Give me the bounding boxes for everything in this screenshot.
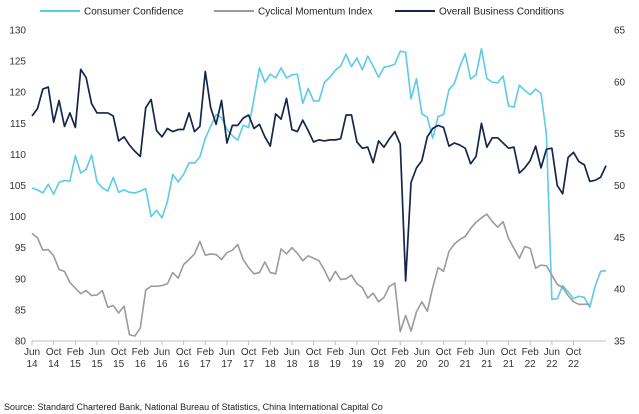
x-tick-year: 17 <box>200 359 212 370</box>
y-left-tick-label: 125 <box>9 57 26 68</box>
x-tick-month: Jun <box>479 347 495 358</box>
x-tick-year: 21 <box>503 359 515 370</box>
y-right-tick-label: 65 <box>614 26 626 37</box>
source-note: Source: Standard Chartered Bank, Nationa… <box>4 402 383 412</box>
series-line-cyclical-momentum-index <box>31 213 590 337</box>
x-tick-year: 15 <box>91 359 103 370</box>
x-axis-ticks: Jun14Oct14Feb15Jun15Oct15Feb16Jun16Oct16… <box>24 341 582 370</box>
x-tick-month: Oct <box>46 347 62 358</box>
legend-label-consumer-confidence: Consumer Confidence <box>84 7 184 18</box>
x-tick-year: 18 <box>286 359 298 370</box>
x-tick-month: Jun <box>24 347 40 358</box>
x-tick-year: 18 <box>308 359 320 370</box>
chart-series <box>31 47 607 337</box>
x-tick-year: 19 <box>373 359 385 370</box>
x-tick-month: Oct <box>371 347 387 358</box>
y-right-tick-label: 50 <box>614 181 626 192</box>
legend-label-cyclical-momentum-index: Cyclical Momentum Index <box>258 7 372 18</box>
x-tick-year: 17 <box>221 359 233 370</box>
x-tick-month: Jun <box>544 347 560 358</box>
x-tick-month: Oct <box>176 347 192 358</box>
y-left-tick-label: 130 <box>9 26 26 37</box>
y-left-tick-label: 80 <box>15 337 27 348</box>
x-tick-month: Jun <box>349 347 365 358</box>
y-axis-left-ticks: 80 85 90 95 100 105 110 115 120 125 130 <box>9 26 26 348</box>
x-tick-month: Jun <box>219 347 235 358</box>
x-tick-year: 20 <box>416 359 428 370</box>
y-right-tick-label: 35 <box>614 337 626 348</box>
x-tick-month: Feb <box>457 347 475 358</box>
series-line-consumer-confidence <box>31 47 607 309</box>
x-tick-month: Feb <box>132 347 150 358</box>
y-left-tick-label: 105 <box>9 181 26 192</box>
y-right-tick-label: 40 <box>614 285 626 296</box>
x-tick-year: 20 <box>395 359 407 370</box>
x-tick-year: 16 <box>135 359 147 370</box>
chart-legend: Consumer Confidence Cyclical Momentum Ind… <box>40 7 564 18</box>
x-tick-month: Oct <box>241 347 257 358</box>
y-left-tick-label: 120 <box>9 88 26 99</box>
y-left-tick-label: 100 <box>9 212 26 223</box>
y-axis-right-ticks: 35 40 45 50 55 60 65 <box>614 26 626 348</box>
y-left-tick-label: 85 <box>15 305 27 316</box>
y-right-tick-label: 55 <box>614 129 626 140</box>
x-tick-month: Oct <box>566 347 582 358</box>
series-line-overall-business-conditions <box>31 68 607 282</box>
x-tick-year: 16 <box>156 359 168 370</box>
x-tick-year: 15 <box>113 359 125 370</box>
x-tick-year: 19 <box>351 359 363 370</box>
x-tick-year: 14 <box>48 359 60 370</box>
x-tick-year: 20 <box>438 359 450 370</box>
x-tick-month: Feb <box>327 347 345 358</box>
y-left-tick-label: 95 <box>15 243 27 254</box>
y-left-tick-label: 90 <box>15 274 27 285</box>
y-right-tick-label: 45 <box>614 233 626 244</box>
x-tick-month: Feb <box>522 347 540 358</box>
x-tick-year: 18 <box>265 359 277 370</box>
x-tick-year: 14 <box>26 359 38 370</box>
x-tick-month: Oct <box>306 347 322 358</box>
y-left-tick-label: 115 <box>10 119 26 130</box>
x-tick-year: 22 <box>525 359 537 370</box>
x-tick-year: 17 <box>243 359 255 370</box>
x-tick-month: Feb <box>262 347 280 358</box>
x-tick-year: 19 <box>330 359 342 370</box>
x-tick-year: 21 <box>460 359 472 370</box>
x-tick-year: 21 <box>481 359 493 370</box>
x-tick-month: Jun <box>284 347 300 358</box>
x-tick-year: 22 <box>568 359 580 370</box>
x-tick-month: Jun <box>414 347 430 358</box>
x-tick-month: Feb <box>392 347 410 358</box>
x-tick-year: 15 <box>70 359 82 370</box>
x-tick-month: Jun <box>89 347 105 358</box>
legend-label-overall-business-conditions: Overall Business Conditions <box>439 7 564 18</box>
x-tick-year: 16 <box>178 359 190 370</box>
y-left-tick-label: 110 <box>10 150 26 161</box>
x-tick-month: Oct <box>436 347 452 358</box>
x-tick-month: Oct <box>501 347 517 358</box>
y-right-tick-label: 60 <box>614 77 626 88</box>
x-tick-month: Jun <box>154 347 170 358</box>
x-tick-month: Oct <box>111 347 127 358</box>
x-tick-year: 22 <box>546 359 558 370</box>
x-tick-month: Feb <box>67 347 85 358</box>
x-tick-month: Feb <box>197 347 215 358</box>
